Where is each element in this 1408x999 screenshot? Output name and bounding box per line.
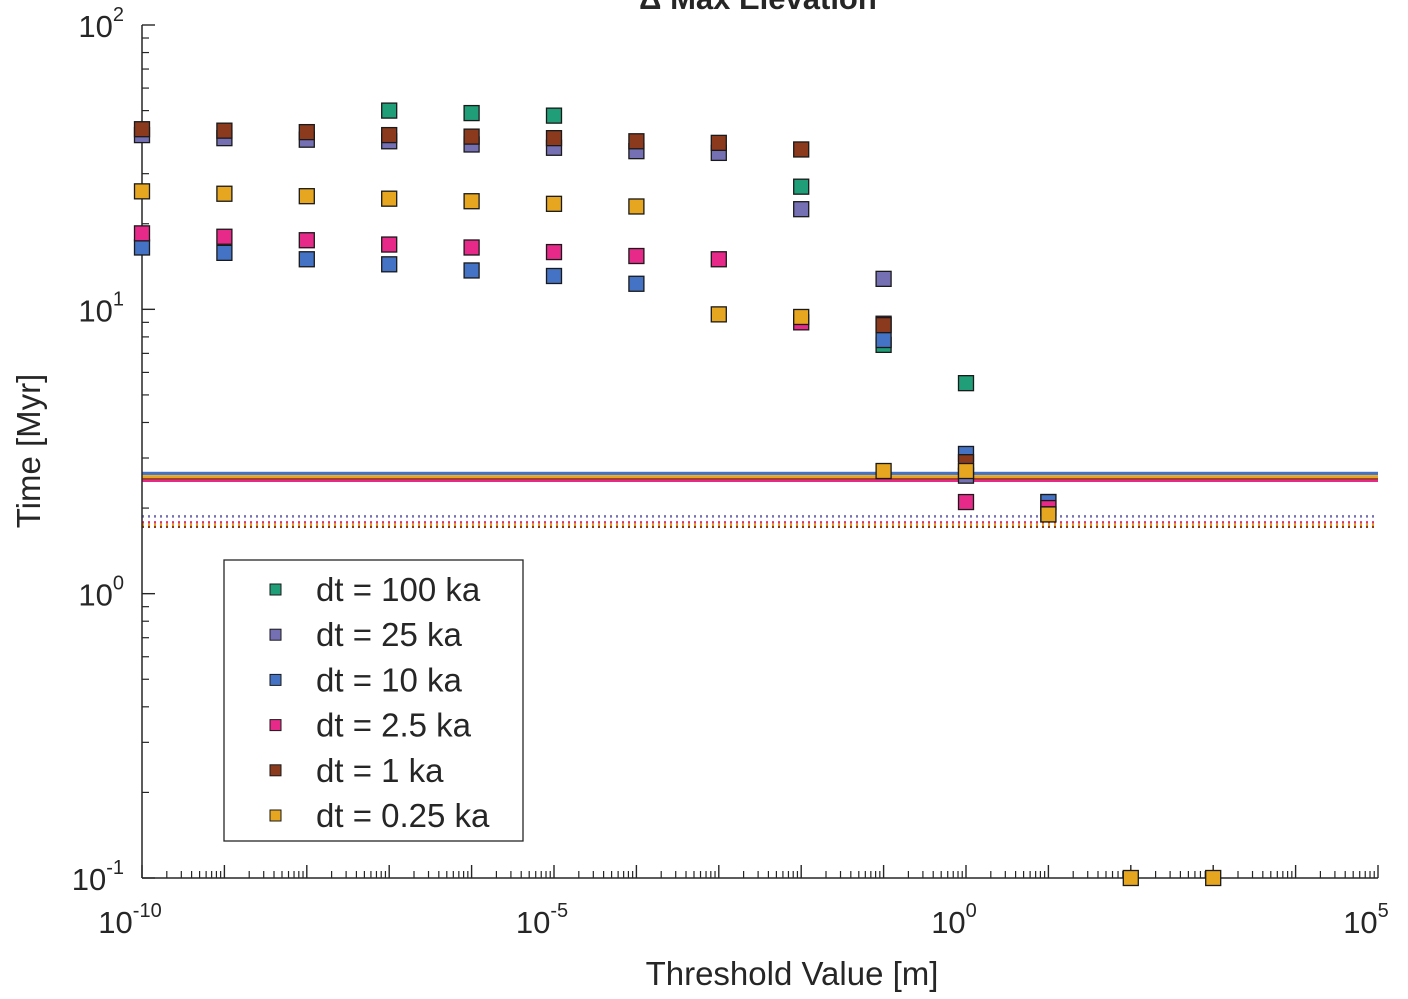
data-point bbox=[216, 122, 233, 139]
data-point bbox=[957, 375, 975, 392]
legend-marker bbox=[269, 583, 282, 596]
data-point bbox=[216, 228, 233, 245]
data-point bbox=[957, 493, 975, 511]
data-point bbox=[545, 107, 563, 124]
legend: dt = 100 ka dt = 25 ka dt = 10 ka dt = 2.5 … bbox=[223, 559, 524, 842]
data-point bbox=[793, 178, 810, 195]
data-point bbox=[793, 201, 810, 218]
data-point bbox=[1122, 869, 1139, 887]
data-point bbox=[875, 316, 892, 334]
legend-label: dt = 1 ka bbox=[316, 752, 444, 789]
legend-box bbox=[223, 559, 524, 842]
data-point bbox=[463, 239, 480, 256]
legend-label: dt = 25 ka bbox=[316, 616, 463, 653]
data-point bbox=[628, 133, 645, 150]
data-point bbox=[793, 308, 810, 326]
x-tick-label: 100 bbox=[931, 900, 977, 940]
data-point bbox=[628, 275, 645, 292]
data-point bbox=[381, 126, 398, 144]
data-point bbox=[545, 243, 563, 261]
data-markers bbox=[133, 102, 1222, 887]
data-point bbox=[1040, 506, 1057, 523]
data-point bbox=[216, 244, 233, 261]
y-tick-label: 10-1 bbox=[72, 857, 124, 897]
data-point bbox=[298, 188, 315, 205]
data-point bbox=[298, 232, 315, 249]
data-point bbox=[545, 267, 563, 285]
data-point bbox=[463, 128, 480, 145]
data-point bbox=[133, 121, 151, 138]
data-point bbox=[793, 141, 810, 158]
x-tick-label: 105 bbox=[1343, 900, 1389, 940]
reference-lines bbox=[142, 471, 1378, 528]
data-point bbox=[463, 193, 480, 210]
data-point bbox=[875, 331, 892, 349]
x-tick-label: 10-10 bbox=[98, 900, 161, 940]
data-point bbox=[710, 134, 727, 152]
data-point bbox=[133, 225, 151, 242]
y-tick-label: 101 bbox=[78, 288, 124, 328]
chart-title: Δ Max Elevation bbox=[639, 0, 877, 16]
data-point bbox=[628, 247, 645, 265]
data-point bbox=[133, 183, 151, 200]
data-point bbox=[463, 262, 480, 279]
data-point bbox=[628, 198, 645, 215]
data-point bbox=[875, 462, 892, 480]
data-point bbox=[1205, 869, 1222, 887]
y-axis-label: Time [Myr] bbox=[10, 374, 47, 529]
y-tick-label: 102 bbox=[78, 4, 124, 44]
data-point bbox=[875, 270, 892, 287]
data-point bbox=[381, 102, 398, 119]
x-tick-label: 10-5 bbox=[516, 900, 568, 940]
data-point bbox=[545, 195, 563, 212]
data-point bbox=[381, 190, 398, 207]
axes: 10-10 10-5 100 105 10-1 100 101 102 bbox=[72, 4, 1389, 940]
data-point bbox=[216, 185, 233, 202]
legend-label: dt = 10 ka bbox=[316, 661, 463, 698]
data-point bbox=[710, 306, 727, 323]
data-point bbox=[463, 104, 480, 122]
legend-label: dt = 100 ka bbox=[316, 571, 481, 608]
legend-marker bbox=[269, 719, 282, 732]
legend-marker bbox=[269, 628, 282, 641]
x-axis-label: Threshold Value [m] bbox=[646, 955, 939, 992]
legend-marker bbox=[269, 809, 282, 822]
data-point bbox=[710, 251, 727, 268]
legend-marker bbox=[269, 764, 282, 777]
data-point bbox=[957, 462, 975, 480]
y-tick-label: 100 bbox=[78, 573, 124, 613]
data-point bbox=[381, 256, 398, 273]
legend-marker bbox=[269, 673, 282, 686]
data-point bbox=[381, 236, 398, 253]
legend-label: dt = 0.25 ka bbox=[316, 797, 490, 834]
data-point bbox=[298, 123, 315, 141]
data-point bbox=[298, 251, 315, 268]
data-point bbox=[545, 129, 563, 147]
data-point bbox=[133, 239, 151, 256]
legend-label: dt = 2.5 ka bbox=[316, 707, 472, 744]
